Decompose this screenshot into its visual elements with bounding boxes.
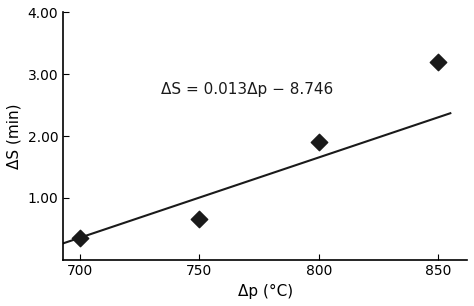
Text: ΔS = 0.013Δp − 8.746: ΔS = 0.013Δp − 8.746 [161,82,333,97]
Point [196,217,203,222]
X-axis label: Δp (°C): Δp (°C) [237,284,292,299]
Y-axis label: ΔS (min): ΔS (min) [7,103,22,169]
Point [435,59,442,64]
Point [315,140,323,145]
Point [76,236,83,241]
